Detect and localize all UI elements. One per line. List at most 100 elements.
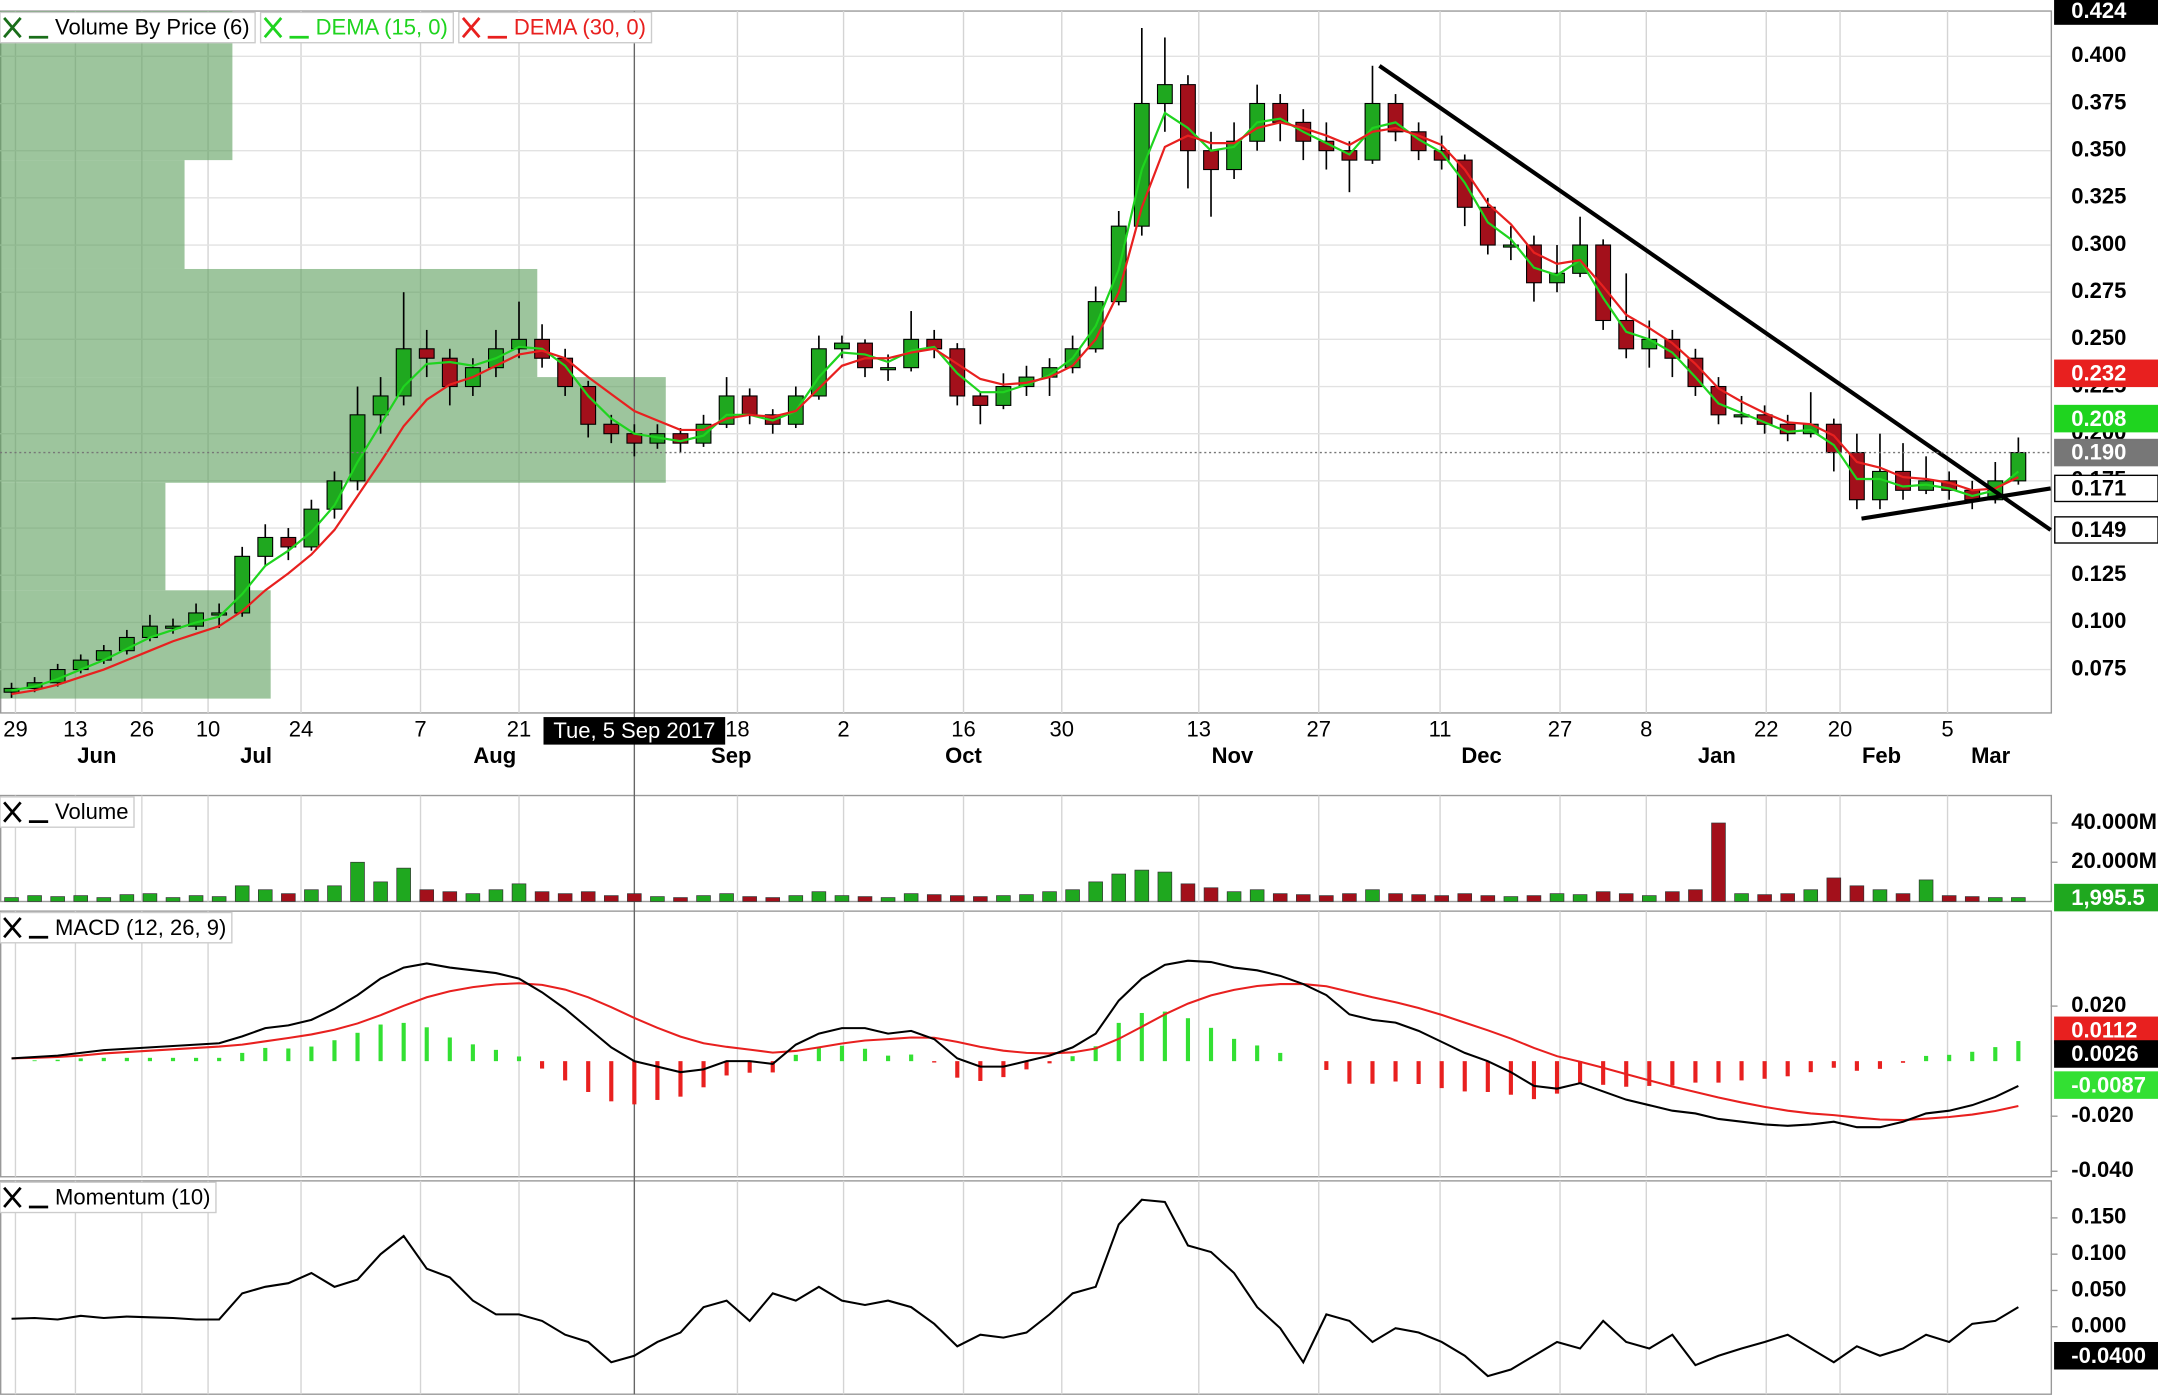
macd-histogram-bar	[1693, 1061, 1698, 1083]
price-tag	[2054, 359, 2158, 388]
macd-histogram-bar	[1762, 1061, 1767, 1079]
y-tick-label: 0.250	[2071, 325, 2126, 350]
x-tick-label: 8	[1640, 717, 1652, 742]
macd-histogram-bar	[978, 1061, 983, 1081]
volume-bar	[511, 883, 527, 902]
volume-bar	[211, 896, 227, 902]
legend-label: Volume By Price (6)	[55, 15, 250, 40]
volume-bar	[534, 891, 550, 902]
volume-bar	[1642, 895, 1657, 902]
price-tag-label: 0.424	[2071, 0, 2127, 23]
volume-bar	[604, 895, 619, 902]
legend-label: DEMA (30, 0)	[514, 15, 646, 40]
volume-bar	[857, 896, 873, 902]
x-month-label: Feb	[1862, 743, 1901, 768]
x-tick-label: 2	[837, 717, 849, 742]
x-tick-label: 26	[130, 717, 154, 742]
legend-icon	[461, 17, 481, 39]
volume-bar	[650, 896, 665, 902]
legend-item: MACD (12, 26, 9)	[0, 911, 233, 944]
y-tick-label: 0.075	[2071, 655, 2126, 680]
x-tick-label: 30	[1050, 717, 1075, 742]
volume-bar	[557, 893, 573, 902]
volume-bar	[719, 893, 734, 902]
y-tick-label: 0.275	[2071, 278, 2126, 303]
macd-histogram-bar	[1370, 1061, 1375, 1084]
candle-body	[1526, 244, 1542, 284]
macd-line	[11, 959, 2019, 1129]
price-tag-label: 0.149	[2071, 517, 2126, 542]
y-tick-label: 0.125	[2071, 561, 2126, 586]
legend-box	[0, 1181, 217, 1214]
macd-histogram-bar	[1047, 1061, 1052, 1064]
volume-bar	[834, 895, 850, 902]
price-tag	[2054, 0, 2158, 25]
macd-histogram-bar	[1278, 1052, 1283, 1062]
y-tick-label: 0.050	[2071, 1276, 2126, 1301]
macd-histogram-bar	[1970, 1051, 1975, 1062]
macd-histogram-bar	[1208, 1027, 1214, 1062]
candle-body	[741, 395, 758, 416]
y-tick-label: 0.325	[2071, 184, 2126, 209]
volume-bar	[1388, 893, 1403, 902]
macd-histogram-bar	[263, 1047, 268, 1062]
candle-body	[1595, 244, 1612, 322]
macd-panel	[0, 910, 2053, 1178]
x-tick-label: 21	[507, 717, 532, 742]
volume-bar	[234, 885, 250, 902]
y-tick-label: 0.150	[2071, 1204, 2126, 1229]
price-tag	[2054, 1071, 2158, 1099]
macd-histogram-bar	[1993, 1047, 1998, 1062]
volume-bar	[811, 891, 827, 902]
volume-bar	[304, 889, 319, 902]
volume-bar	[880, 897, 896, 902]
macd-histogram-bar	[447, 1037, 452, 1062]
price-tag-label: 0.190	[2071, 440, 2126, 465]
candle-body	[441, 357, 458, 388]
legend-icon	[263, 17, 283, 39]
x-tick-label: 10	[196, 717, 221, 742]
macd-histogram-bar	[1439, 1061, 1444, 1089]
volume-bar	[926, 894, 942, 902]
candle-body	[1549, 272, 1565, 284]
volume-bar	[465, 893, 481, 902]
volume-bar	[1826, 877, 1842, 902]
candle-body	[1203, 150, 1219, 171]
candle-body	[1502, 244, 1519, 248]
volume-bar	[580, 891, 596, 902]
price-tag-label: 1,995.5	[2071, 885, 2144, 910]
y-tick-label: 20.000M	[2071, 848, 2157, 873]
legend-box	[0, 796, 135, 828]
macd-histogram-bar	[1924, 1055, 1929, 1062]
legend-label: MACD (12, 26, 9)	[55, 915, 226, 940]
macd-histogram-bar	[55, 1059, 60, 1062]
volume-bar	[1042, 891, 1057, 902]
volume-bar	[1757, 894, 1772, 902]
macd-histogram-bar	[1416, 1061, 1421, 1084]
x-tick-label: 16	[951, 717, 976, 742]
macd-histogram-bar	[1485, 1061, 1490, 1092]
candle-body	[280, 536, 297, 548]
macd-histogram-bar	[586, 1061, 591, 1092]
volume-bar	[27, 895, 42, 902]
candle-body	[580, 385, 597, 425]
price-tag	[2054, 1040, 2158, 1068]
x-tick-label: 18	[725, 717, 750, 742]
macd-histogram-bar	[1739, 1061, 1744, 1081]
macd-histogram-bar	[147, 1057, 152, 1062]
y-tick-label: 0.000	[2071, 1313, 2126, 1338]
volume-bar	[1895, 893, 1911, 902]
macd-histogram-bar	[1831, 1061, 1836, 1068]
macd-histogram-bar	[124, 1057, 129, 1062]
y-tick-label: 0.020	[2071, 992, 2126, 1017]
y-tick-label: 40.000M	[2071, 809, 2157, 834]
x-tick-label: 29	[3, 717, 28, 742]
x-month-label: Jun	[77, 743, 116, 768]
macd-histogram-bar	[240, 1052, 245, 1062]
volume-bar	[1849, 885, 1865, 902]
dema-line	[11, 111, 2020, 692]
volume-bar	[1618, 893, 1634, 902]
candle-body	[326, 480, 343, 510]
volume-bar	[950, 895, 965, 902]
price-tag	[2054, 438, 2158, 467]
